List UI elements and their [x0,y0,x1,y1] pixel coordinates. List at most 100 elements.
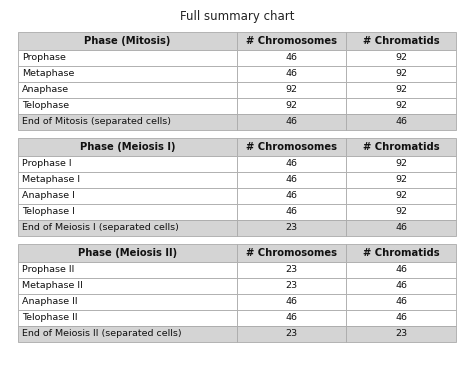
Text: 92: 92 [286,85,298,95]
Text: Metaphase II: Metaphase II [22,281,83,291]
Bar [237,156,346,172]
Bar [18,310,237,326]
Text: 23: 23 [286,330,298,338]
Text: Phase (Mitosis): Phase (Mitosis) [84,36,171,46]
Bar [237,114,346,130]
Bar [237,262,346,278]
Text: # Chromosomes: # Chromosomes [246,248,337,258]
Text: # Chromatids: # Chromatids [363,36,439,46]
Bar [237,326,346,342]
Bar [18,50,237,66]
Text: Anaphase II: Anaphase II [22,297,78,307]
Bar [346,172,456,188]
Bar [237,220,346,236]
Bar [18,66,237,82]
Bar [237,204,346,220]
Text: 92: 92 [395,192,407,200]
Bar [237,172,346,188]
Bar [237,50,346,66]
Text: 46: 46 [286,69,298,78]
Bar [346,204,456,220]
Bar [18,156,237,172]
Bar [346,244,456,262]
Text: Anaphase: Anaphase [22,85,69,95]
Bar [346,50,456,66]
Bar [18,326,237,342]
Text: 46: 46 [395,314,407,323]
Text: End of Mitosis (separated cells): End of Mitosis (separated cells) [22,118,171,127]
Bar [237,294,346,310]
Bar [346,138,456,156]
Text: Anaphase I: Anaphase I [22,192,75,200]
Text: 46: 46 [395,118,407,127]
Bar [346,294,456,310]
Bar [237,244,346,262]
Bar [346,220,456,236]
Bar [237,82,346,98]
Bar [346,262,456,278]
Bar [18,294,237,310]
Bar [346,114,456,130]
Text: 46: 46 [395,281,407,291]
Text: 92: 92 [395,85,407,95]
Bar [346,188,456,204]
Text: Telophase: Telophase [22,101,69,111]
Bar [18,188,237,204]
Bar [18,82,237,98]
Text: 46: 46 [286,207,298,216]
Bar [18,32,237,50]
Bar [346,82,456,98]
Bar [18,220,237,236]
Bar [346,326,456,342]
Bar [237,310,346,326]
Text: 46: 46 [286,54,298,62]
Bar [346,66,456,82]
Text: 46: 46 [395,297,407,307]
Text: 92: 92 [286,101,298,111]
Text: 46: 46 [286,160,298,169]
Text: End of Meiosis I (separated cells): End of Meiosis I (separated cells) [22,223,179,233]
Text: Metaphase: Metaphase [22,69,74,78]
Bar [237,278,346,294]
Text: Telophase I: Telophase I [22,207,75,216]
Text: 46: 46 [286,192,298,200]
Text: End of Meiosis II (separated cells): End of Meiosis II (separated cells) [22,330,182,338]
Bar [18,114,237,130]
Text: Prophase: Prophase [22,54,66,62]
Text: 46: 46 [286,297,298,307]
Text: # Chromatids: # Chromatids [363,142,439,152]
Text: 92: 92 [395,207,407,216]
Text: # Chromosomes: # Chromosomes [246,36,337,46]
Text: 23: 23 [286,265,298,274]
Text: 92: 92 [395,160,407,169]
Text: Prophase I: Prophase I [22,160,72,169]
Bar [237,188,346,204]
Bar [18,204,237,220]
Bar [18,172,237,188]
Text: 46: 46 [286,314,298,323]
Text: 46: 46 [395,265,407,274]
Bar [237,32,346,50]
Bar [18,244,237,262]
Text: Full summary chart: Full summary chart [180,10,295,23]
Text: 92: 92 [395,69,407,78]
Text: Metaphase I: Metaphase I [22,176,80,184]
Text: # Chromatids: # Chromatids [363,248,439,258]
Bar [18,278,237,294]
Text: 92: 92 [395,101,407,111]
Text: 23: 23 [286,281,298,291]
Bar [346,156,456,172]
Text: 46: 46 [395,223,407,233]
Text: 92: 92 [395,176,407,184]
Bar [346,310,456,326]
Text: Phase (Meiosis I): Phase (Meiosis I) [80,142,175,152]
Bar [346,32,456,50]
Text: Phase (Meiosis II): Phase (Meiosis II) [78,248,177,258]
Bar [18,262,237,278]
Text: 46: 46 [286,118,298,127]
Bar [237,66,346,82]
Text: 46: 46 [286,176,298,184]
Bar [346,98,456,114]
Text: Prophase II: Prophase II [22,265,74,274]
Text: 23: 23 [395,330,407,338]
